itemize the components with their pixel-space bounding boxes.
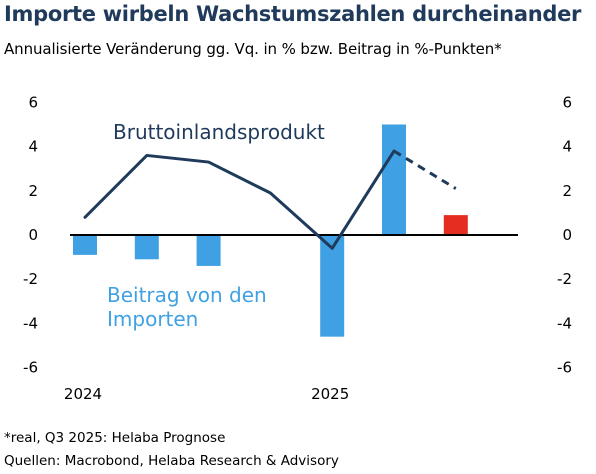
y-tick-label-right: -6 <box>557 359 572 377</box>
imports-bar <box>134 235 159 260</box>
y-tick-label-left: -2 <box>23 270 38 288</box>
gdp-forecast-line <box>393 149 457 190</box>
imports-series-label: Importen <box>107 307 198 331</box>
forecast-bar <box>443 215 468 235</box>
gdp-line <box>83 149 396 250</box>
x-tick-label: 2024 <box>64 385 102 403</box>
footnote-forecast: *real, Q3 2025: Helaba Prognose <box>4 430 226 446</box>
y-tick-label-left: -4 <box>23 314 38 332</box>
y-tick-label-left: -6 <box>23 359 38 377</box>
y-tick-label-left: 2 <box>28 182 38 200</box>
x-tick-label: 2025 <box>311 385 349 403</box>
y-tick-label-left: 6 <box>28 93 38 111</box>
y-tick-label-right: 4 <box>562 138 572 156</box>
y-tick-label-right: 6 <box>562 93 572 111</box>
footnote-sources: Quellen: Macrobond, Helaba Research & Ad… <box>4 453 339 469</box>
y-tick-label-right: -4 <box>557 314 572 332</box>
chart-subtitle: Annualisierte Veränderung gg. Vq. in % b… <box>4 40 502 58</box>
imports-bar <box>382 124 406 235</box>
imports-bar <box>73 235 97 255</box>
chart-title: Importe wirbeln Wachstumszahlen durchein… <box>4 2 582 26</box>
y-tick-label-right: 2 <box>562 182 572 200</box>
imports-bar <box>320 235 345 337</box>
y-tick-label-left: 0 <box>28 226 38 244</box>
imports-bar <box>196 235 221 266</box>
gdp-series-label: Bruttoinlandsprodukt <box>113 120 325 144</box>
y-tick-label-right: 0 <box>562 226 572 244</box>
y-tick-label-right: -2 <box>557 270 572 288</box>
imports-series-label: Beitrag von den <box>107 283 267 307</box>
y-tick-label-left: 4 <box>28 138 38 156</box>
